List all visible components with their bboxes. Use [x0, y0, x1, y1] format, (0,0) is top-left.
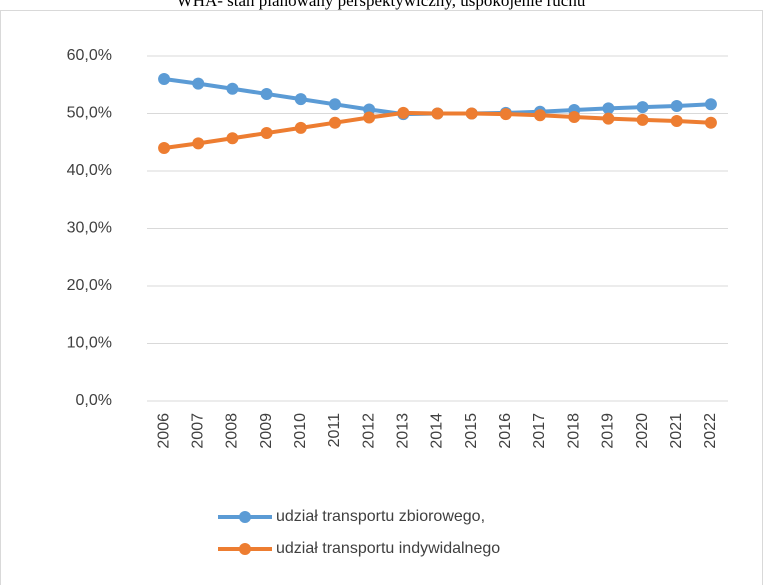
x-tick-label: 2018: [565, 413, 582, 449]
data-point: [260, 127, 273, 140]
data-point: [158, 142, 171, 154]
data-point: [499, 108, 512, 121]
chart-border: [0, 10, 763, 585]
legend-marker: [239, 511, 251, 523]
x-tick-label: 2020: [634, 413, 651, 449]
x-tick-label: 2022: [702, 413, 719, 449]
y-tick-label: 20,0%: [67, 277, 112, 294]
data-point: [704, 98, 717, 111]
data-point: [636, 101, 649, 114]
x-tick-label: 2021: [668, 413, 685, 449]
x-tick-label: 2007: [189, 413, 206, 449]
data-point: [431, 107, 444, 120]
legend-label: udział transportu zbiorowego,: [276, 508, 485, 525]
y-tick-label: 10,0%: [67, 335, 112, 352]
data-point: [670, 100, 683, 113]
y-tick-label: 50,0%: [67, 105, 112, 122]
data-point: [602, 102, 615, 115]
data-point: [226, 132, 239, 145]
x-tick-label: 2016: [497, 413, 514, 449]
data-point: [226, 82, 239, 95]
y-tick-label: 30,0%: [67, 220, 112, 237]
data-point: [670, 114, 683, 127]
y-tick-label: 0,0%: [76, 392, 112, 409]
data-point: [192, 137, 205, 150]
data-point: [534, 109, 547, 122]
x-tick-label: 2008: [224, 413, 241, 449]
data-point: [192, 77, 205, 90]
y-tick-label: 60,0%: [67, 47, 112, 64]
data-point: [294, 93, 307, 106]
data-point: [704, 116, 717, 129]
data-point: [568, 110, 581, 123]
data-point: [397, 106, 410, 119]
data-point: [260, 87, 273, 100]
x-tick-label: 2012: [360, 413, 377, 449]
y-tick-label: 40,0%: [67, 162, 112, 179]
x-tick-label: 2017: [531, 413, 548, 449]
x-tick-label: 2010: [292, 413, 309, 449]
data-point: [602, 112, 615, 125]
data-point: [294, 121, 307, 134]
data-point: [636, 113, 649, 126]
x-tick-label: 2006: [155, 413, 172, 449]
chart-title: WHA- stan planowany perspektywiczny, usp…: [177, 0, 586, 10]
data-point: [363, 111, 376, 124]
legend-label: udział transportu indywidalnego: [276, 540, 500, 557]
legend-marker: [239, 543, 251, 555]
x-tick-label: 2011: [326, 413, 343, 448]
x-tick-label: 2014: [429, 413, 446, 449]
x-tick-label: 2013: [395, 413, 412, 449]
data-point: [328, 116, 341, 129]
data-point: [158, 73, 171, 85]
data-point: [328, 98, 341, 111]
x-tick-label: 2009: [258, 413, 275, 449]
x-tick-label: 2019: [600, 413, 617, 449]
data-point: [465, 107, 478, 120]
x-tick-label: 2015: [463, 413, 480, 449]
